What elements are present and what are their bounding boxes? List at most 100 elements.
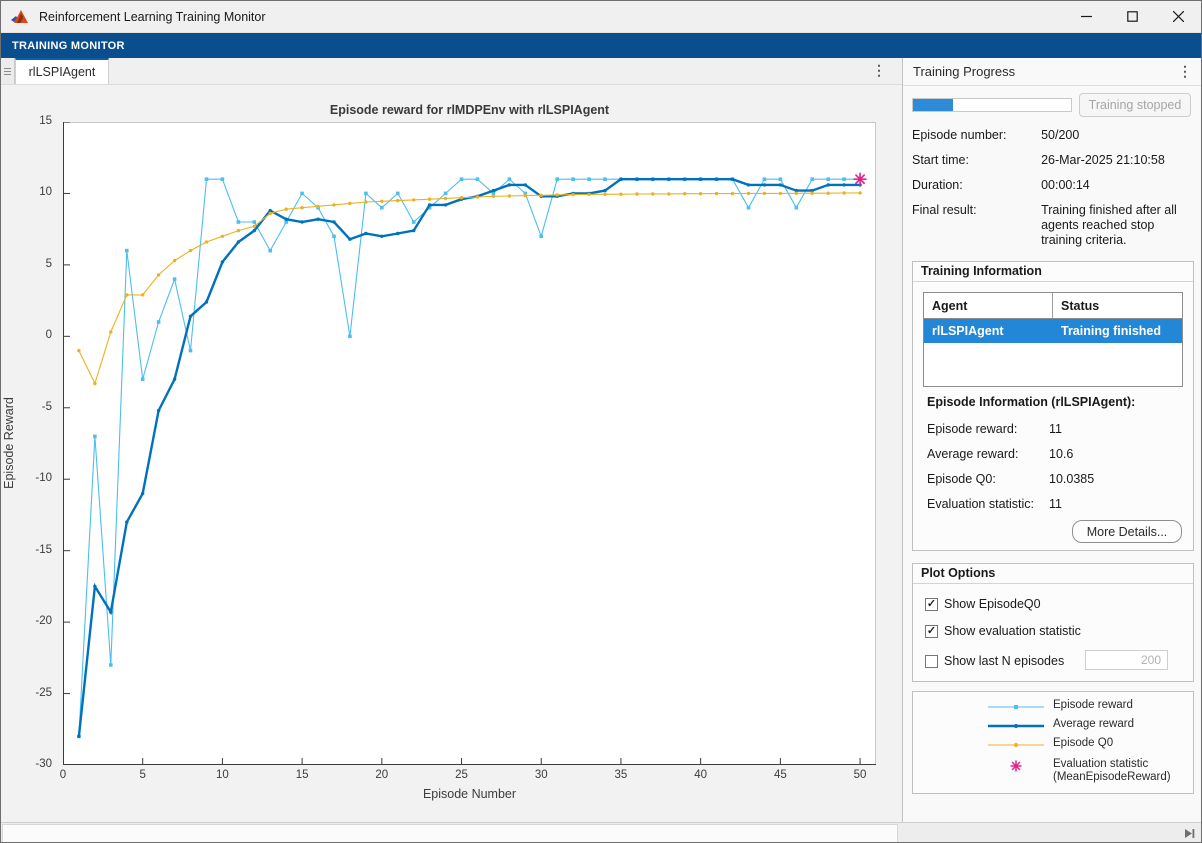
episode-reward-label: Episode reward: xyxy=(927,421,1018,436)
episode-q0-row: Episode Q0: 10.0385 xyxy=(927,466,1094,491)
x-tick-label: 30 xyxy=(534,769,548,781)
y-tick-label: -10 xyxy=(35,472,52,485)
final-result-row: Final result: Training finished after al… xyxy=(912,203,1192,248)
x-tick-label: 0 xyxy=(59,769,67,781)
training-progress-panel: Training Progress ⋮ Training stopped Epi… xyxy=(902,58,1201,822)
x-tick-label: 25 xyxy=(455,769,468,781)
evaluation-statistic-swatch xyxy=(988,759,1044,773)
y-tick-label: 10 xyxy=(39,186,52,199)
status-bar xyxy=(1,822,1201,842)
y-tick-label: -5 xyxy=(41,400,52,413)
expand-panel-icon[interactable] xyxy=(1183,827,1196,840)
toolstrip-tab-training-monitor[interactable]: TRAINING MONITOR xyxy=(12,39,125,52)
more-details-button[interactable]: More Details... xyxy=(1072,520,1182,543)
show-last-n-episodes-checkbox[interactable] xyxy=(925,654,938,668)
average-reward-legend-label: Average reward xyxy=(1053,718,1134,730)
tab-rllspiagent[interactable]: rlLSPIAgent xyxy=(15,58,109,84)
panel-header: Training Progress ⋮ xyxy=(903,58,1201,86)
average-reward-swatch xyxy=(988,719,1044,733)
episode-q0-value: 10.0385 xyxy=(1049,471,1095,486)
episode-information-title: Episode Information (rlLSPIAgent): xyxy=(927,395,1136,409)
show-evaluation-statistic-option[interactable]: ✓ Show evaluation statistic xyxy=(925,622,1081,640)
x-tick-label: 15 xyxy=(295,769,309,781)
y-tick-label: 5 xyxy=(45,257,52,270)
minimize-button[interactable] xyxy=(1063,1,1109,32)
agent-status-table[interactable]: Agent Status rlLSPIAgent Training finish… xyxy=(923,292,1183,387)
training-information-title: Training Information xyxy=(913,262,1193,282)
episode-number-label: Episode number: xyxy=(912,128,1007,142)
title-bar: Reinforcement Learning Training Monitor xyxy=(1,1,1201,33)
final-result-label: Final result: xyxy=(912,203,977,217)
x-tick-label: 45 xyxy=(773,769,787,781)
maximize-icon xyxy=(1126,11,1138,22)
episode-reward-value: 11 xyxy=(1049,421,1062,436)
average-reward-value: 10.6 xyxy=(1049,446,1074,461)
maximize-button[interactable] xyxy=(1109,1,1155,32)
y-tick-label: -20 xyxy=(35,615,52,628)
horizontal-scrollbar[interactable] xyxy=(2,824,898,842)
n-episodes-input[interactable]: 200 xyxy=(1085,650,1168,670)
chart-region: Episode reward for rlMDPEnv with rlLSPIA… xyxy=(1,85,902,822)
table-header-row: Agent Status xyxy=(924,293,1182,319)
tab-label: rlLSPIAgent xyxy=(28,65,96,79)
table-row[interactable]: rlLSPIAgent Training finished xyxy=(924,319,1182,343)
y-tick-label: -30 xyxy=(35,758,52,770)
tab-grip-icon[interactable] xyxy=(1,58,15,84)
legend-item-episode-reward[interactable]: Episode reward xyxy=(913,699,1193,715)
panel-kebab-icon[interactable]: ⋮ xyxy=(1178,63,1192,79)
x-tick-label: 40 xyxy=(694,769,708,781)
episode-reward-row: Episode reward: 11 xyxy=(927,416,1062,441)
evaluation-statistic-legend-label: Evaluation statistic (MeanEpisodeReward) xyxy=(1053,758,1171,783)
evaluation-statistic-label: Evaluation statistic: xyxy=(927,496,1034,511)
training-information-group: Training Information Agent Status rlLSPI… xyxy=(912,261,1194,551)
matlab-logo-icon xyxy=(11,9,28,23)
legend-box: Episode reward Average reward Episode Q0… xyxy=(912,691,1194,794)
show-evaluation-statistic-checkbox[interactable]: ✓ xyxy=(925,624,938,638)
evaluation-statistic-row: Evaluation statistic: 11 xyxy=(927,491,1062,516)
show-episodeq0-label: Show EpisodeQ0 xyxy=(944,597,1041,611)
window-title: Reinforcement Learning Training Monitor xyxy=(39,9,266,24)
close-button[interactable] xyxy=(1155,1,1201,32)
legend-item-average-reward[interactable]: Average reward xyxy=(913,718,1193,734)
evaluation-statistic-value: 11 xyxy=(1049,496,1062,511)
legend-item-evaluation-statistic[interactable]: Evaluation statistic (MeanEpisodeReward) xyxy=(913,758,1193,786)
training-progress-bar xyxy=(912,98,1072,112)
duration-label: Duration: xyxy=(912,178,963,192)
x-tick-label: 5 xyxy=(139,769,146,781)
toolstrip: TRAINING MONITOR xyxy=(1,33,1201,58)
tab-bar-kebab-icon[interactable]: ⋮ xyxy=(872,62,886,78)
y-axis-ticks: 15 10 5 0 -5 -10 -15 -20 -25 -30 xyxy=(1,115,57,770)
chart-title: Episode reward for rlMDPEnv with rlLSPIA… xyxy=(329,103,610,117)
episode-number-value: 50/200 xyxy=(1041,128,1080,142)
panel-title: Training Progress xyxy=(913,64,1016,79)
duration-row: Duration: 00:00:14 xyxy=(912,178,1192,193)
table-empty-area xyxy=(924,343,1182,386)
start-time-label: Start time: xyxy=(912,153,969,167)
y-tick-label: 0 xyxy=(45,329,52,342)
reward-plot[interactable] xyxy=(62,121,876,766)
episode-q0-line xyxy=(78,192,861,385)
training-stopped-button[interactable]: Training stopped xyxy=(1079,93,1191,117)
minimize-icon xyxy=(1080,15,1092,18)
episode-q0-legend-label: Episode Q0 xyxy=(1053,737,1114,749)
plot-options-group: Plot Options ✓ Show EpisodeQ0 ✓ Show eva… xyxy=(912,563,1194,682)
close-icon xyxy=(1172,11,1184,22)
show-episodeq0-option[interactable]: ✓ Show EpisodeQ0 xyxy=(925,595,1041,613)
main-area: rlLSPIAgent ⋮ Episode reward for rlMDPEn… xyxy=(1,58,902,822)
y-tick-label: -15 xyxy=(35,543,52,556)
progress-bar-fill xyxy=(913,99,953,111)
average-reward-row: Average reward: 10.6 xyxy=(927,441,1073,466)
legend-item-episode-q0[interactable]: Episode Q0 xyxy=(913,737,1193,753)
episode-q0-label: Episode Q0: xyxy=(927,471,996,486)
show-episodeq0-checkbox[interactable]: ✓ xyxy=(925,597,938,611)
x-axis-ticks: 0 5 10 15 20 25 30 35 40 45 50 xyxy=(59,769,876,784)
show-last-n-episodes-option[interactable]: Show last N episodes xyxy=(925,652,1064,670)
start-time-value: 26-Mar-2025 21:10:58 xyxy=(1041,153,1165,167)
x-axis-label: Episode Number xyxy=(422,787,517,801)
y-tick-label: -25 xyxy=(35,686,52,699)
show-last-n-episodes-label: Show last N episodes xyxy=(944,654,1065,668)
status-column-header: Status xyxy=(1061,298,1100,313)
evaluation-statistic-meanepisodereward--marker xyxy=(853,172,867,186)
x-tick-label: 35 xyxy=(614,769,628,781)
